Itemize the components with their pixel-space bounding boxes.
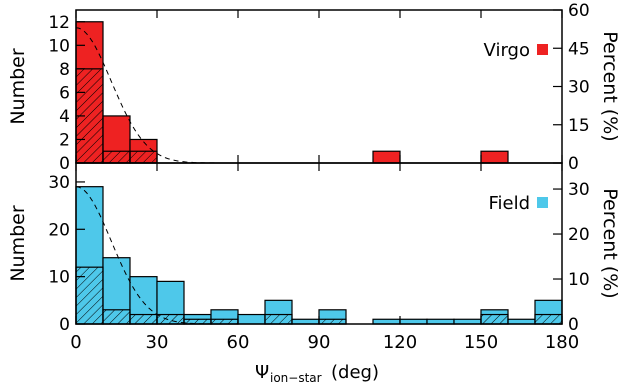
legend-label: Field bbox=[488, 193, 530, 214]
hatched-bar-1 bbox=[102, 150, 131, 164]
y-right-tick-label: 0 bbox=[568, 315, 579, 335]
bar-virgo-15 bbox=[480, 150, 509, 164]
x-tick-label: 150 bbox=[464, 332, 498, 353]
x-axis-subscript: ion−star bbox=[270, 371, 322, 385]
y-axis-right-title: Percent (%) bbox=[599, 188, 620, 298]
y-right-tick-label: 30 bbox=[568, 78, 590, 98]
y-right-tick-label: 45 bbox=[568, 39, 590, 59]
x-axis-title: Ψ ion−star (deg) bbox=[255, 362, 379, 385]
y-axis-right-title: Percent (%) bbox=[599, 31, 620, 141]
bar-field-6 bbox=[237, 313, 266, 325]
y-axis-title: Number bbox=[7, 48, 29, 125]
x-tick-label: 90 bbox=[308, 332, 331, 353]
legend-swatch bbox=[537, 197, 548, 208]
y-right-tick-label: 10 bbox=[568, 270, 590, 290]
hatched-bar-7 bbox=[264, 313, 293, 325]
y-tick-label: 10 bbox=[48, 268, 70, 288]
x-axis-symbol: Ψ bbox=[255, 362, 269, 383]
y-tick-label: 2 bbox=[59, 130, 70, 150]
x-tick-label: 120 bbox=[383, 332, 417, 353]
y-tick-label: 30 bbox=[48, 173, 70, 193]
y-tick-label: 8 bbox=[59, 60, 70, 80]
y-axis-title: Number bbox=[7, 205, 29, 282]
hatched-bar-0 bbox=[75, 266, 104, 325]
y-tick-label: 6 bbox=[59, 83, 70, 103]
y-right-tick-label: 30 bbox=[568, 180, 590, 200]
x-tick-label: 180 bbox=[545, 332, 579, 353]
hatched-bar-3 bbox=[156, 313, 185, 325]
x-tick-label: 30 bbox=[146, 332, 169, 353]
y-tick-label: 10 bbox=[48, 36, 70, 56]
y-right-tick-label: 20 bbox=[568, 225, 590, 245]
virgo-panel: 0 2 4 6 8 10 12 0 15 30 45 60 Number Percent (%) Virgo bbox=[7, 1, 620, 174]
y-tick-label: 20 bbox=[48, 220, 70, 240]
field-panel: 0 10 20 30 0 10 20 30 0 30 60 90 120 150 180 Number Perc… bbox=[7, 162, 620, 353]
legend-swatch bbox=[537, 44, 548, 55]
hatched-bar-2 bbox=[129, 150, 158, 164]
y-tick-label: 4 bbox=[59, 107, 70, 127]
hatched-bar-17 bbox=[534, 313, 563, 325]
bar-virgo-11 bbox=[372, 150, 401, 164]
y-right-tick-label: 0 bbox=[568, 154, 579, 174]
y-tick-label: 0 bbox=[59, 154, 70, 174]
y-right-tick-label: 60 bbox=[568, 1, 590, 21]
x-tick-label: 60 bbox=[227, 332, 250, 353]
y-tick-label: 12 bbox=[48, 13, 70, 33]
legend-label: Virgo bbox=[484, 40, 530, 61]
hatched-bar-1 bbox=[102, 309, 131, 325]
x-axis-unit: (deg) bbox=[331, 362, 379, 383]
x-tick-label: 0 bbox=[70, 332, 81, 353]
hatched-bar-2 bbox=[129, 313, 158, 325]
y-right-tick-label: 15 bbox=[568, 116, 590, 136]
hatched-bar-15 bbox=[480, 313, 509, 325]
y-tick-label: 0 bbox=[59, 315, 70, 335]
